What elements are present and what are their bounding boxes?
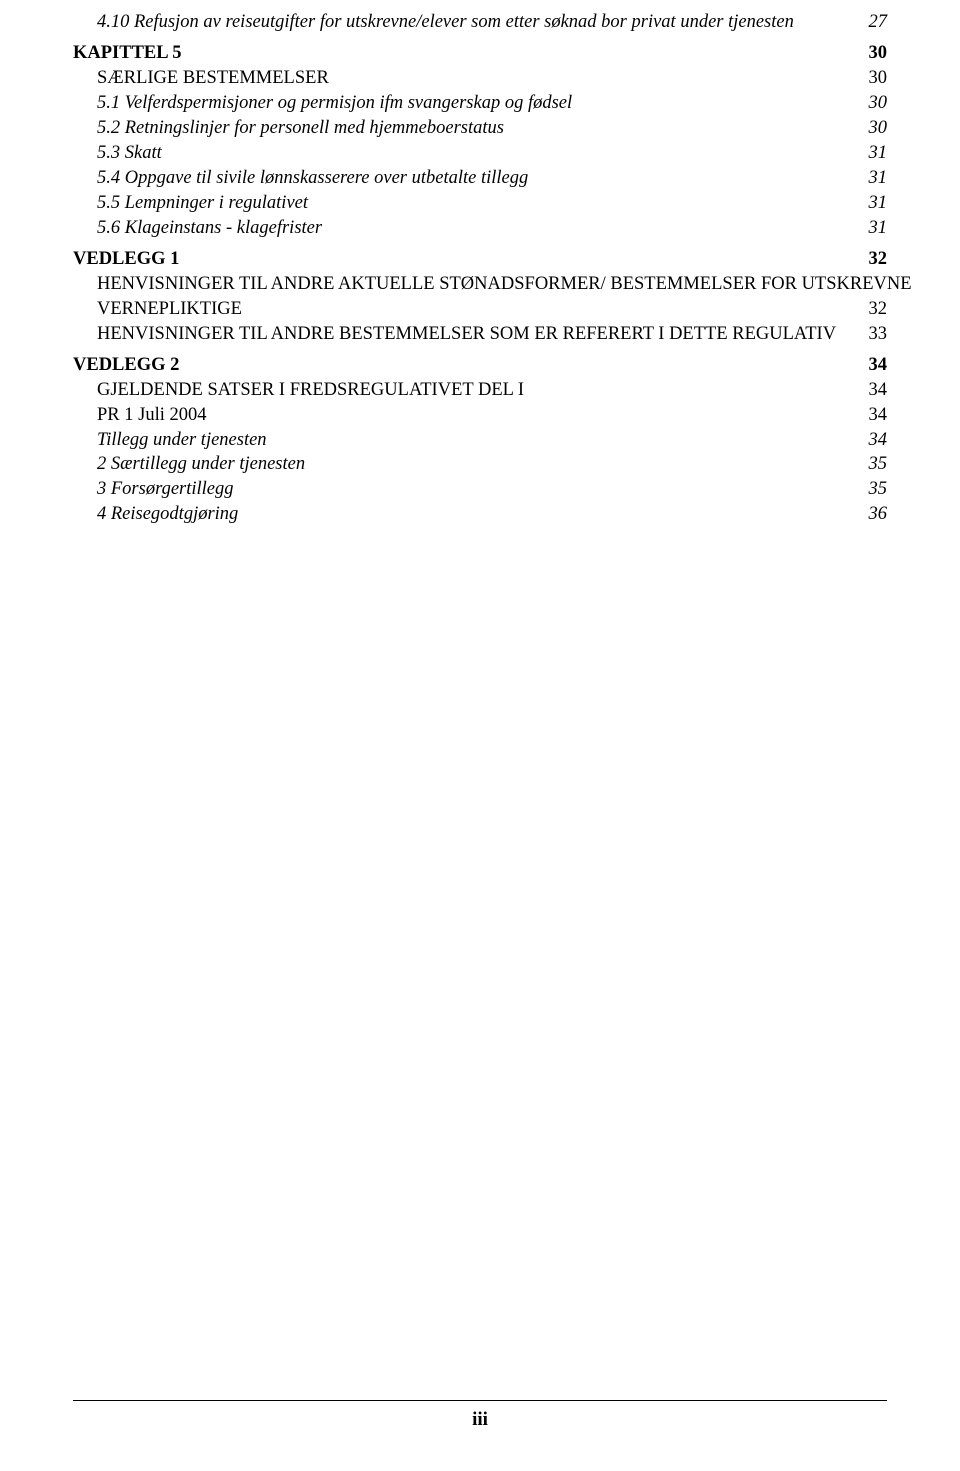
toc-page: 32 [869,247,888,272]
toc-label: Tillegg under tjenesten [97,428,267,453]
toc-page: 32 [869,297,888,322]
toc-entry: 5.5 Lempninger i regulativet 31 [73,191,887,216]
page-number: iii [0,1409,960,1431]
toc-entry: 4.10 Refusjon av reiseutgifter for utskr… [73,10,887,35]
toc-entry: 5.6 Klageinstans - klagefrister 31 [73,216,887,241]
toc-page: 30 [869,116,888,141]
toc-chapter-heading: VEDLEGG 2 34 [73,353,887,378]
toc-label: 3 Forsørgertillegg [97,477,234,502]
toc-page: 34 [869,353,888,378]
toc-chapter-heading: KAPITTEL 5 30 [73,41,887,66]
toc-label: HENVISNINGER TIL ANDRE BESTEMMELSER SOM … [97,322,836,347]
toc-label: 5.6 Klageinstans - klagefrister [97,216,322,241]
toc-label: 5.5 Lempninger i regulativet [97,191,308,216]
table-of-contents: 4.10 Refusjon av reiseutgifter for utskr… [73,10,887,527]
toc-entry: 3 Forsørgertillegg 35 [73,477,887,502]
toc-page: 34 [869,428,888,453]
toc-entry: 5.3 Skatt 31 [73,141,887,166]
toc-page: 35 [869,452,888,477]
toc-entry: GJELDENDE SATSER I FREDSREGULATIVET DEL … [73,378,887,403]
toc-page: 31 [869,166,888,191]
toc-label: 5.3 Skatt [97,141,162,166]
toc-page: 30 [869,91,888,116]
toc-label: GJELDENDE SATSER I FREDSREGULATIVET DEL … [97,378,524,403]
toc-label: 2 Særtillegg under tjenesten [97,452,305,477]
toc-label: KAPITTEL 5 [73,41,181,66]
toc-entry: HENVISNINGER TIL ANDRE AKTUELLE STØNADSF… [73,272,887,297]
toc-page: 30 [869,41,888,66]
toc-entry: 5.2 Retningslinjer for personell med hje… [73,116,887,141]
toc-page: 30 [869,66,888,91]
toc-label: 5.1 Velferdspermisjoner og permisjon ifm… [97,91,572,116]
toc-label: PR 1 Juli 2004 [97,403,206,428]
toc-page: 34 [869,403,888,428]
toc-page: 36 [869,502,888,527]
toc-page: 33 [869,322,888,347]
toc-page: 31 [869,216,888,241]
toc-entry: SÆRLIGE BESTEMMELSER 30 [73,66,887,91]
toc-label: VERNEPLIKTIGE [97,297,242,322]
toc-label: 4 Reisegodtgjøring [97,502,238,527]
toc-entry: PR 1 Juli 2004 34 [73,403,887,428]
toc-label: SÆRLIGE BESTEMMELSER [97,66,329,91]
toc-entry: 4 Reisegodtgjøring 36 [73,502,887,527]
toc-page: 31 [869,191,888,216]
toc-page: 35 [869,477,888,502]
toc-page: 27 [869,10,888,35]
toc-page: 34 [869,378,888,403]
toc-entry: HENVISNINGER TIL ANDRE BESTEMMELSER SOM … [73,322,887,347]
toc-label: HENVISNINGER TIL ANDRE AKTUELLE STØNADSF… [97,272,912,297]
toc-chapter-heading: VEDLEGG 1 32 [73,247,887,272]
toc-entry: VERNEPLIKTIGE 32 [73,297,887,322]
toc-entry: 5.4 Oppgave til sivile lønnskasserere ov… [73,166,887,191]
toc-label: 5.2 Retningslinjer for personell med hje… [97,116,504,141]
toc-label: 4.10 Refusjon av reiseutgifter for utskr… [97,10,794,35]
toc-label: VEDLEGG 2 [73,353,179,378]
toc-entry: 2 Særtillegg under tjenesten 35 [73,452,887,477]
document-page: 4.10 Refusjon av reiseutgifter for utskr… [0,0,960,1471]
footer-separator [73,1400,887,1401]
toc-page: 31 [869,141,888,166]
toc-entry: Tillegg under tjenesten 34 [73,428,887,453]
toc-label: 5.4 Oppgave til sivile lønnskasserere ov… [97,166,528,191]
toc-entry: 5.1 Velferdspermisjoner og permisjon ifm… [73,91,887,116]
toc-label: VEDLEGG 1 [73,247,179,272]
